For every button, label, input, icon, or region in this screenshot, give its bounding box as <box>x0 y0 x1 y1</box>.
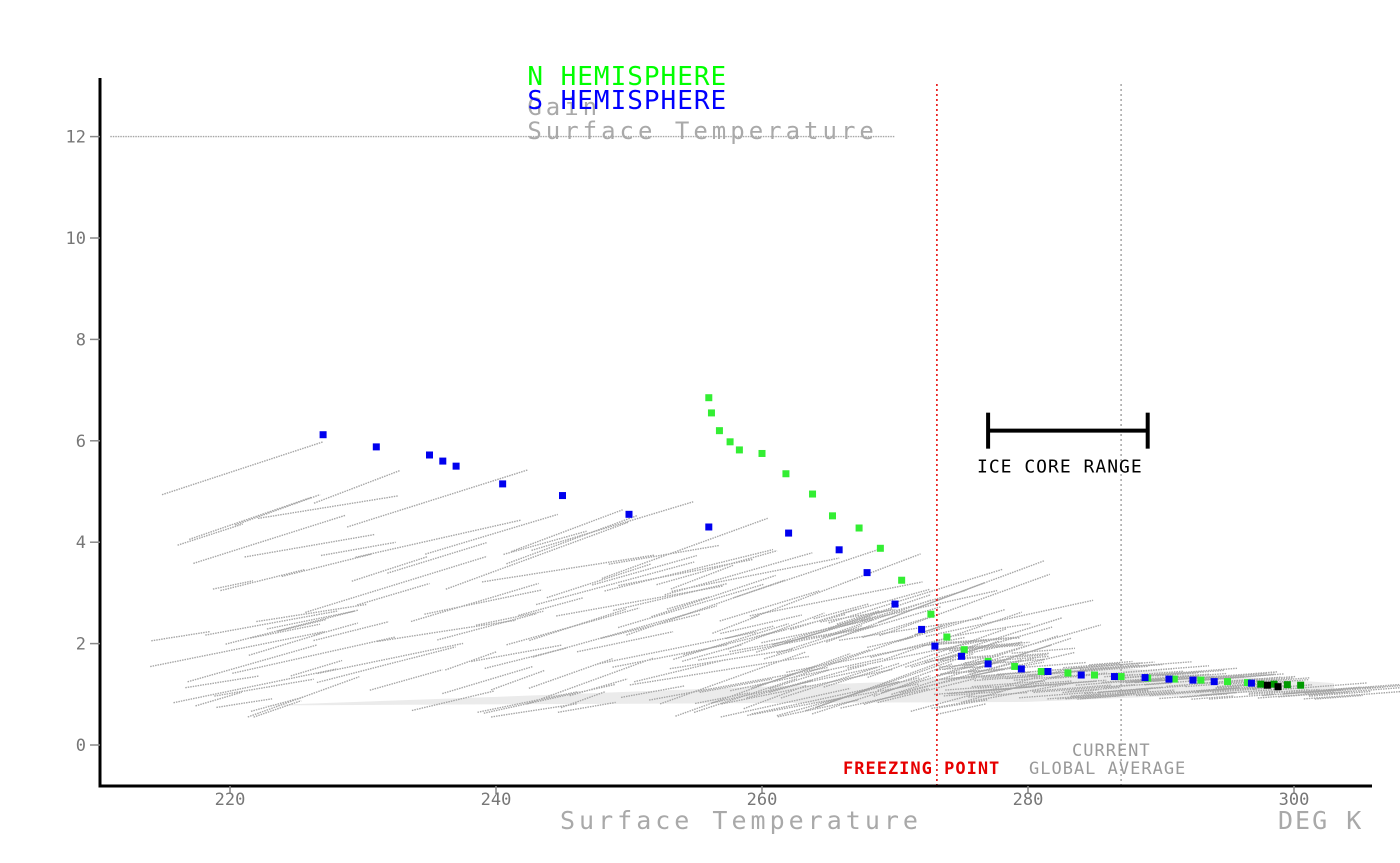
axes: 0 2 4 6 8 10 12 220 240 260 280 300 <box>66 78 1372 810</box>
north-point <box>828 512 836 520</box>
south-point <box>1044 667 1052 675</box>
series-south <box>319 431 1282 691</box>
south-point <box>1110 673 1118 681</box>
ice-core-range-annotation: ICE CORE RANGE <box>977 412 1150 478</box>
south-point <box>931 642 939 650</box>
series-north <box>705 394 1305 689</box>
south-point <box>958 652 965 660</box>
south-point <box>1263 681 1271 689</box>
north-point <box>1297 681 1305 689</box>
south-point <box>439 457 447 465</box>
north-point <box>855 524 863 532</box>
south-point <box>1247 679 1255 687</box>
south-point <box>835 546 843 554</box>
x-axis-unit: DEG K <box>1278 806 1364 835</box>
legend-south: S HEMISPHERE Surface Temperature <box>494 56 878 146</box>
south-point <box>372 443 380 451</box>
north-point <box>1224 678 1231 686</box>
global-average-label-line2: GLOBAL AVERAGE <box>1029 759 1186 779</box>
background-dense-region <box>256 666 1334 706</box>
south-point <box>426 451 433 459</box>
legend-north-suffix: Gain <box>527 93 602 121</box>
y-tick-label: 10 <box>66 229 86 249</box>
y-tick-label: 4 <box>76 533 86 553</box>
legend-south-suffix: Surface Temperature <box>527 117 878 145</box>
north-point <box>715 427 723 435</box>
south-point <box>785 529 793 537</box>
south-point <box>891 600 899 608</box>
x-tick-label: 240 <box>481 790 512 810</box>
south-point <box>984 660 992 668</box>
x-axis-label: Surface Temperature <box>560 806 922 835</box>
south-point <box>452 462 460 470</box>
south-point <box>1017 665 1025 673</box>
north-point <box>1257 680 1265 688</box>
x-tick-label: 300 <box>1279 790 1310 810</box>
north-point <box>1243 679 1251 687</box>
y-tick-label: 12 <box>66 128 86 148</box>
y-tick-label: 0 <box>76 736 86 756</box>
south-point <box>625 510 633 518</box>
south-point <box>863 569 871 577</box>
north-point <box>1197 676 1205 684</box>
legend-north: N HEMISPHERE Gain <box>494 32 727 122</box>
south-point <box>1077 671 1085 679</box>
south-point <box>319 431 327 439</box>
x-tick-label: 220 <box>215 790 246 810</box>
x-tick-label: 260 <box>747 790 778 810</box>
north-point <box>705 394 713 402</box>
y-tick-label: 2 <box>76 635 86 655</box>
y-tick-label: 8 <box>76 330 86 350</box>
series-layer <box>319 394 1305 691</box>
north-point <box>898 576 906 584</box>
south-point <box>705 523 713 531</box>
legend-south-label: S HEMISPHERE <box>527 86 728 116</box>
north-point <box>809 490 817 498</box>
north-point <box>726 438 734 446</box>
north-point <box>943 633 951 641</box>
south-point <box>1210 678 1218 686</box>
background-segments <box>110 135 1400 718</box>
south-point <box>1274 683 1282 691</box>
north-point <box>707 409 715 417</box>
x-tick-label: 280 <box>1013 790 1044 810</box>
north-point <box>1283 681 1291 689</box>
global-average-label-line1: CURRENT <box>1072 741 1151 761</box>
south-point <box>1165 675 1173 683</box>
north-point <box>1270 680 1278 688</box>
north-point <box>1037 667 1045 675</box>
south-point <box>918 625 926 633</box>
north-point <box>876 544 884 552</box>
legend-north-label: N HEMISPHERE <box>527 62 728 92</box>
north-point <box>1091 671 1098 679</box>
north-point <box>758 449 766 457</box>
north-point <box>1064 669 1072 677</box>
north-point <box>1170 675 1178 683</box>
south-point <box>1189 676 1197 684</box>
south-point <box>499 480 507 488</box>
north-point <box>782 470 790 478</box>
y-tick-label: 6 <box>76 432 86 452</box>
north-point <box>927 610 935 618</box>
north-point <box>960 646 968 654</box>
north-point <box>735 446 743 454</box>
ice-core-range-label: ICE CORE RANGE <box>977 457 1143 478</box>
freezing-point-label: FREEZING POINT <box>843 759 1000 779</box>
north-point <box>1117 673 1125 681</box>
north-point <box>1011 662 1019 670</box>
south-point <box>1141 674 1149 682</box>
south-point <box>559 492 566 500</box>
background-point-cloud <box>110 135 1400 718</box>
